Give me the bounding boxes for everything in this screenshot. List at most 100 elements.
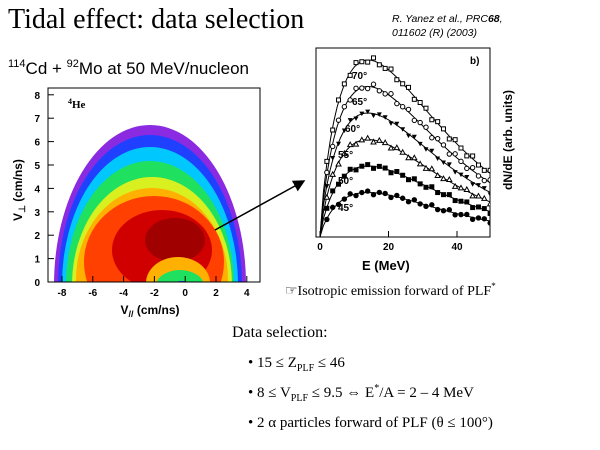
marker xyxy=(434,135,441,142)
marker xyxy=(387,144,395,151)
marker xyxy=(400,172,406,178)
y-tick-label: 2 xyxy=(34,231,40,242)
angle-label: 70° xyxy=(352,71,367,82)
marker xyxy=(417,119,423,126)
y-tick-label: 0 xyxy=(34,278,40,289)
marker xyxy=(417,100,423,106)
marker xyxy=(323,193,331,200)
marker xyxy=(388,121,394,126)
marker xyxy=(445,175,453,183)
marker xyxy=(417,201,423,207)
marker xyxy=(341,149,348,156)
marker xyxy=(365,162,371,168)
marker xyxy=(429,135,435,141)
subtitle: 114Cd + 92Mo at 50 MeV/nucleon xyxy=(8,58,249,78)
selection-item: • 2 α particles forward of PLF (θ ≤ 100°… xyxy=(248,415,493,431)
marker xyxy=(411,176,417,182)
marker xyxy=(405,84,411,90)
marker xyxy=(359,111,365,117)
marker xyxy=(394,169,400,175)
marker xyxy=(405,133,411,139)
x-tick-label: 0 xyxy=(317,242,323,253)
marker xyxy=(347,191,353,197)
marker xyxy=(486,200,490,207)
marker xyxy=(382,190,388,197)
x-tick-label: 2 xyxy=(213,288,219,299)
label-part: (cm/ns) xyxy=(134,303,180,317)
ref-part: et al. xyxy=(437,13,460,25)
marker xyxy=(399,195,406,201)
marker xyxy=(371,165,377,171)
item-part: • 15 ≤ Z xyxy=(248,355,297,371)
ref-part: , PRC xyxy=(460,13,488,25)
marker xyxy=(480,194,488,201)
title: Tidal effect: data selection xyxy=(8,4,304,35)
marker xyxy=(400,127,406,132)
marker xyxy=(458,145,464,151)
marker xyxy=(364,134,372,141)
marker xyxy=(469,216,476,222)
marker xyxy=(324,169,330,176)
marker xyxy=(399,148,407,155)
reference: R. Yanez et al., PRC68, xyxy=(392,13,503,25)
marker xyxy=(353,85,359,92)
marker xyxy=(335,160,342,167)
marker xyxy=(376,88,383,94)
marker xyxy=(336,97,342,103)
y-tick-label: 8 xyxy=(34,91,40,102)
x-tick-label: -2 xyxy=(150,288,159,299)
marker xyxy=(435,190,441,196)
marker xyxy=(428,165,436,172)
marker xyxy=(359,85,365,91)
marker xyxy=(475,173,482,179)
marker xyxy=(429,202,435,208)
marker xyxy=(451,182,459,189)
marker xyxy=(475,215,482,221)
marker xyxy=(423,184,429,190)
arrow xyxy=(214,180,306,231)
x-tick-label: 20 xyxy=(383,242,395,253)
marker xyxy=(458,211,464,218)
marker xyxy=(347,97,353,103)
marker xyxy=(347,118,353,123)
y-tick-label: 4 xyxy=(34,184,40,195)
marker xyxy=(359,163,365,169)
marker xyxy=(423,147,429,152)
marker xyxy=(446,136,452,142)
marker xyxy=(452,198,458,204)
marker xyxy=(440,142,447,148)
marker xyxy=(440,126,446,132)
marker xyxy=(405,199,412,205)
subtitle-part: Cd + xyxy=(26,59,67,78)
marker xyxy=(434,206,441,213)
marker xyxy=(475,204,481,210)
x-tick-label: -4 xyxy=(119,288,128,299)
x-axis-label: E (MeV) xyxy=(362,258,410,273)
marker xyxy=(382,65,388,71)
marker xyxy=(341,173,347,179)
marker xyxy=(341,196,348,202)
ref-part: , xyxy=(500,13,503,25)
marker xyxy=(481,216,487,222)
superscript: 114 xyxy=(8,58,26,70)
marker xyxy=(370,81,377,87)
right-frame xyxy=(315,47,491,238)
marker xyxy=(364,188,371,194)
y-tick-label: 5 xyxy=(34,161,40,172)
x-tick-label: -6 xyxy=(88,288,97,299)
panel-label: b) xyxy=(470,56,479,67)
marker xyxy=(452,151,458,157)
note: ☞Isotropic emission forward of PLF* xyxy=(285,281,496,299)
marker xyxy=(464,174,470,180)
item-part: /A = 2 – 4 MeV xyxy=(379,385,474,401)
marker xyxy=(399,104,406,110)
marker xyxy=(422,164,430,171)
item-part: ≤ 9.5 ⇔ E xyxy=(308,385,374,401)
marker xyxy=(435,156,441,162)
marker xyxy=(452,137,458,143)
marker xyxy=(481,167,487,173)
marker xyxy=(388,66,394,72)
marker xyxy=(376,62,382,68)
marker xyxy=(329,170,337,177)
particle-label: 4He xyxy=(68,97,86,111)
